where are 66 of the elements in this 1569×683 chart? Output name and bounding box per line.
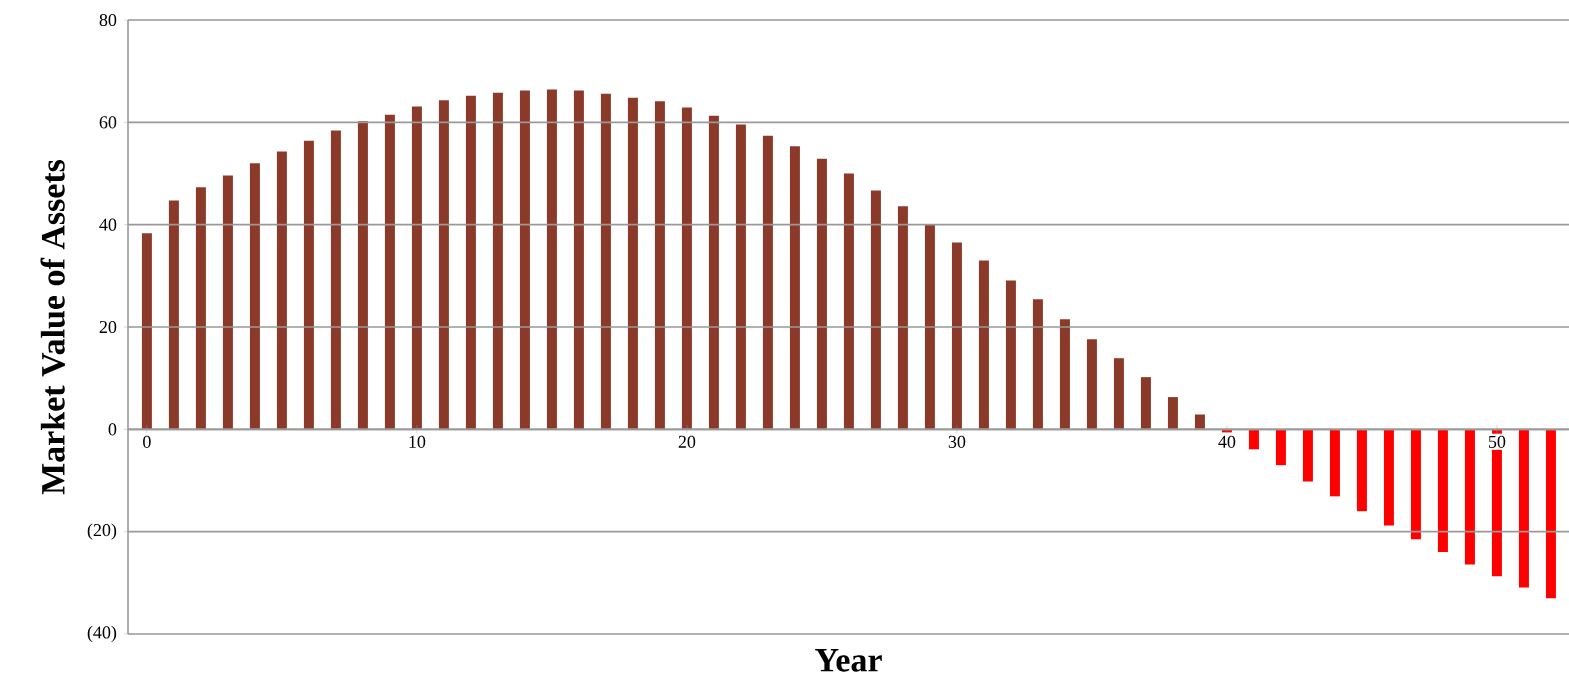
y-tick-label: 60 [99, 116, 117, 129]
y-tick-label: 20 [99, 320, 117, 334]
bar [1275, 429, 1286, 466]
bar [249, 163, 260, 430]
bar [600, 93, 611, 430]
bar [1302, 429, 1313, 482]
x-axis-title: Year [815, 649, 882, 672]
bar [1518, 429, 1529, 588]
bar [357, 121, 368, 430]
bar [384, 114, 395, 430]
bar [492, 92, 503, 430]
bar [411, 106, 422, 430]
bar [465, 95, 476, 430]
y-axis-title: Market Value of Assets [40, 159, 65, 495]
bar [1167, 397, 1178, 430]
x-tick-label: 30 [948, 435, 966, 448]
bar [735, 124, 746, 430]
bar [1059, 319, 1070, 430]
bar [1437, 429, 1448, 553]
bar [1140, 377, 1151, 430]
bar [195, 187, 206, 430]
bar [1356, 429, 1367, 512]
bar [1410, 429, 1421, 540]
bar [573, 90, 584, 430]
bar [438, 100, 449, 430]
bar [303, 140, 314, 430]
bar [1032, 299, 1043, 430]
bar [843, 173, 854, 430]
x-tick-label: 50 [1488, 435, 1506, 448]
bar [276, 151, 287, 430]
bar [762, 135, 773, 430]
bar [1464, 429, 1475, 565]
bar [1086, 339, 1097, 430]
y-tick-label: 0 [108, 423, 117, 436]
bar [546, 89, 557, 430]
bar [330, 130, 341, 430]
bar [1194, 414, 1205, 430]
bar [789, 146, 800, 430]
bar [519, 90, 530, 430]
bar [897, 206, 908, 430]
y-tick-label: 40 [99, 218, 117, 231]
bar [870, 190, 881, 430]
y-tick-label: 80 [99, 13, 117, 27]
bar [1329, 429, 1340, 497]
bar [951, 242, 962, 430]
bar [681, 107, 692, 430]
bar [168, 200, 179, 430]
bar [1545, 429, 1556, 599]
bar [708, 115, 719, 430]
x-tick-label: 20 [678, 435, 696, 448]
x-tick-label: 10 [409, 435, 426, 448]
bar [816, 158, 827, 430]
bar [924, 224, 935, 430]
y-tick-label: (40) [87, 625, 117, 643]
bar [1113, 358, 1124, 430]
bar [978, 260, 989, 430]
bar [1005, 280, 1016, 430]
bar [1248, 429, 1259, 450]
bar [627, 97, 638, 430]
bar [654, 101, 665, 430]
bar [222, 175, 233, 430]
bar [1383, 429, 1394, 526]
bar [141, 233, 152, 430]
y-tick-label: (20) [87, 523, 117, 540]
x-tick-label: 40 [1218, 435, 1236, 448]
x-tick-label: 0 [143, 435, 151, 448]
